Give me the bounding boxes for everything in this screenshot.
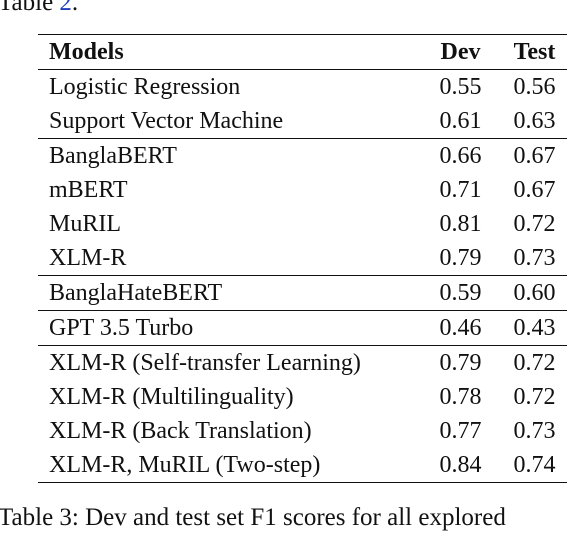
dev-score-best-cell: 0.84: [419, 448, 502, 483]
preceding-text: Table 2.: [0, 0, 78, 18]
dev-score-cell: 0.46: [419, 310, 502, 346]
table-row: XLM-R 0.79 0.73: [38, 241, 567, 276]
dev-score-cell: 0.79: [439, 245, 482, 271]
dev-score-cell: 0.66: [419, 138, 502, 173]
model-name-cell: XLM-R (Multilinguality): [49, 384, 294, 410]
preceding-text-prefix: Table: [0, 0, 60, 16]
model-name-cell: BanglaBERT: [38, 138, 419, 173]
table-row: BanglaBERT 0.66 0.67: [38, 138, 567, 173]
model-name-cell: Support Vector Machine: [49, 108, 284, 134]
model-name-cell: XLM-R: [49, 245, 127, 271]
dev-score-cell: 0.79: [419, 345, 502, 380]
table-row: mBERT 0.71 0.67: [38, 173, 567, 207]
dev-score-cell: 0.78: [439, 384, 482, 410]
header-test: Test: [502, 34, 567, 70]
test-score-cell: 0.72: [502, 345, 567, 380]
model-name-cell: GPT 3.5 Turbo: [38, 310, 419, 346]
test-score-cell: 0.73: [513, 245, 556, 271]
test-score-cell: 0.67: [502, 138, 567, 173]
header-models: Models: [38, 34, 419, 70]
test-score-cell: 0.72: [513, 384, 556, 410]
dev-score-cell: 0.81: [439, 211, 482, 237]
table-row: XLM-R (Self-transfer Learning) 0.79 0.72: [38, 345, 567, 380]
test-score-cell: 0.56: [502, 69, 567, 104]
header-dev: Dev: [419, 34, 502, 70]
table-reference-link[interactable]: 2: [59, 0, 72, 16]
dev-score-cell: 0.55: [419, 69, 502, 104]
test-score-cell: 0.43: [502, 310, 567, 346]
model-name-cell: XLM-R (Back Translation): [49, 418, 312, 444]
table-row: MuRIL 0.81 0.72: [38, 207, 567, 241]
model-name-cell: Logistic Regression: [38, 69, 419, 104]
dev-score-cell: 0.61: [439, 108, 482, 134]
test-score-cell: 0.73: [513, 418, 556, 444]
dev-score-cell: 0.77: [439, 418, 482, 444]
test-score-cell: 0.63: [513, 108, 556, 134]
dev-score-cell: 0.71: [439, 177, 482, 203]
test-score-cell: 0.67: [513, 177, 556, 203]
dev-score-cell: 0.59: [419, 275, 502, 311]
test-score-cell: 0.72: [513, 211, 556, 237]
test-score-best-cell: 0.74: [502, 448, 567, 483]
results-table: Models Dev Test Logistic Regression 0.55…: [38, 34, 567, 483]
model-name-cell: XLM-R (Self-transfer Learning): [38, 345, 419, 380]
table-row: Support Vector Machine 0.61 0.63: [38, 104, 567, 139]
model-name-cell: BanglaHateBERT: [38, 275, 419, 311]
table-row: XLM-R (Back Translation) 0.77 0.73: [38, 414, 567, 448]
model-name-cell: XLM-R, MuRIL (Two-step): [38, 448, 419, 483]
table-row: GPT 3.5 Turbo 0.46 0.43: [38, 310, 567, 346]
model-name-cell: MuRIL: [49, 211, 121, 237]
table-row: Logistic Regression 0.55 0.56: [38, 69, 567, 104]
preceding-text-suffix: .: [71, 0, 79, 16]
table-row: BanglaHateBERT 0.59 0.60: [38, 275, 567, 311]
table-caption: Table 3: Dev and test set F1 scores for …: [0, 504, 506, 531]
table-header-row: Models Dev Test: [38, 34, 567, 70]
table-row-best: XLM-R, MuRIL (Two-step) 0.84 0.74: [38, 448, 567, 483]
table-row: XLM-R (Multilinguality) 0.78 0.72: [38, 380, 567, 414]
test-score-cell: 0.60: [502, 275, 567, 311]
model-name-cell: mBERT: [49, 177, 128, 203]
